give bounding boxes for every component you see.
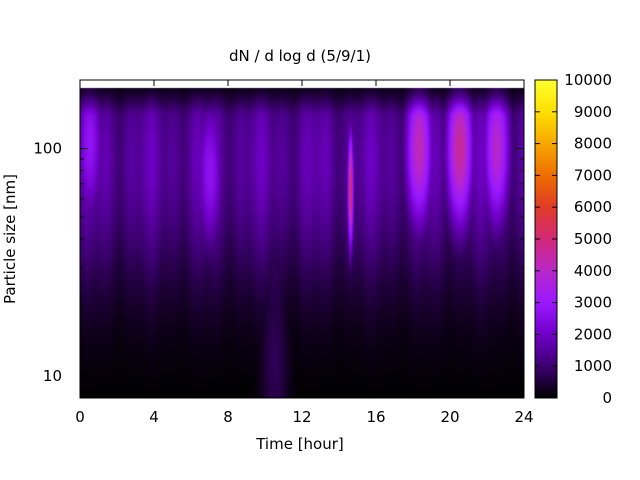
x-tick-label: 24 [514,408,533,426]
colorbar-tick-label: 1000 [574,357,612,375]
heatmap [80,80,524,398]
colorbar-tick-label: 6000 [574,198,612,216]
colorbar-tick-label: 5000 [574,230,612,248]
x-tick-label: 0 [75,408,85,426]
x-tick-label: 20 [440,408,459,426]
colorbar-tick-label: 3000 [574,294,612,312]
x-tick-label: 4 [149,408,159,426]
colorbar-tick-label: 2000 [574,325,612,343]
x-tick-label: 16 [366,408,385,426]
colorbar: 0 1000 2000 3000 4000 5000 6000 7000 8000 9000 100… [534,71,612,407]
x-tick-label: 12 [292,408,311,426]
y-tick-label: 10 [43,367,62,385]
chart-title: dN / d log d (5/9/1) [229,47,371,65]
y-axis: 10 100 [33,79,524,399]
x-tick-label: 8 [223,408,233,426]
x-axis-label: Time [hour] [255,435,344,453]
colorbar-tick-label: 7000 [574,166,612,184]
colorbar-tick-label: 10000 [564,71,612,89]
y-axis-label: Particle size [nm] [1,174,19,304]
colorbar-tick-label: 8000 [574,135,612,153]
heatmap-image [80,80,524,398]
colorbar-tick-label: 9000 [574,103,612,121]
colorbar-tick-label: 4000 [574,262,612,280]
x-axis: 0 4 8 12 16 20 24 [75,80,534,426]
y-tick-label: 100 [33,139,62,157]
colorbar-tick-label: 0 [602,389,612,407]
